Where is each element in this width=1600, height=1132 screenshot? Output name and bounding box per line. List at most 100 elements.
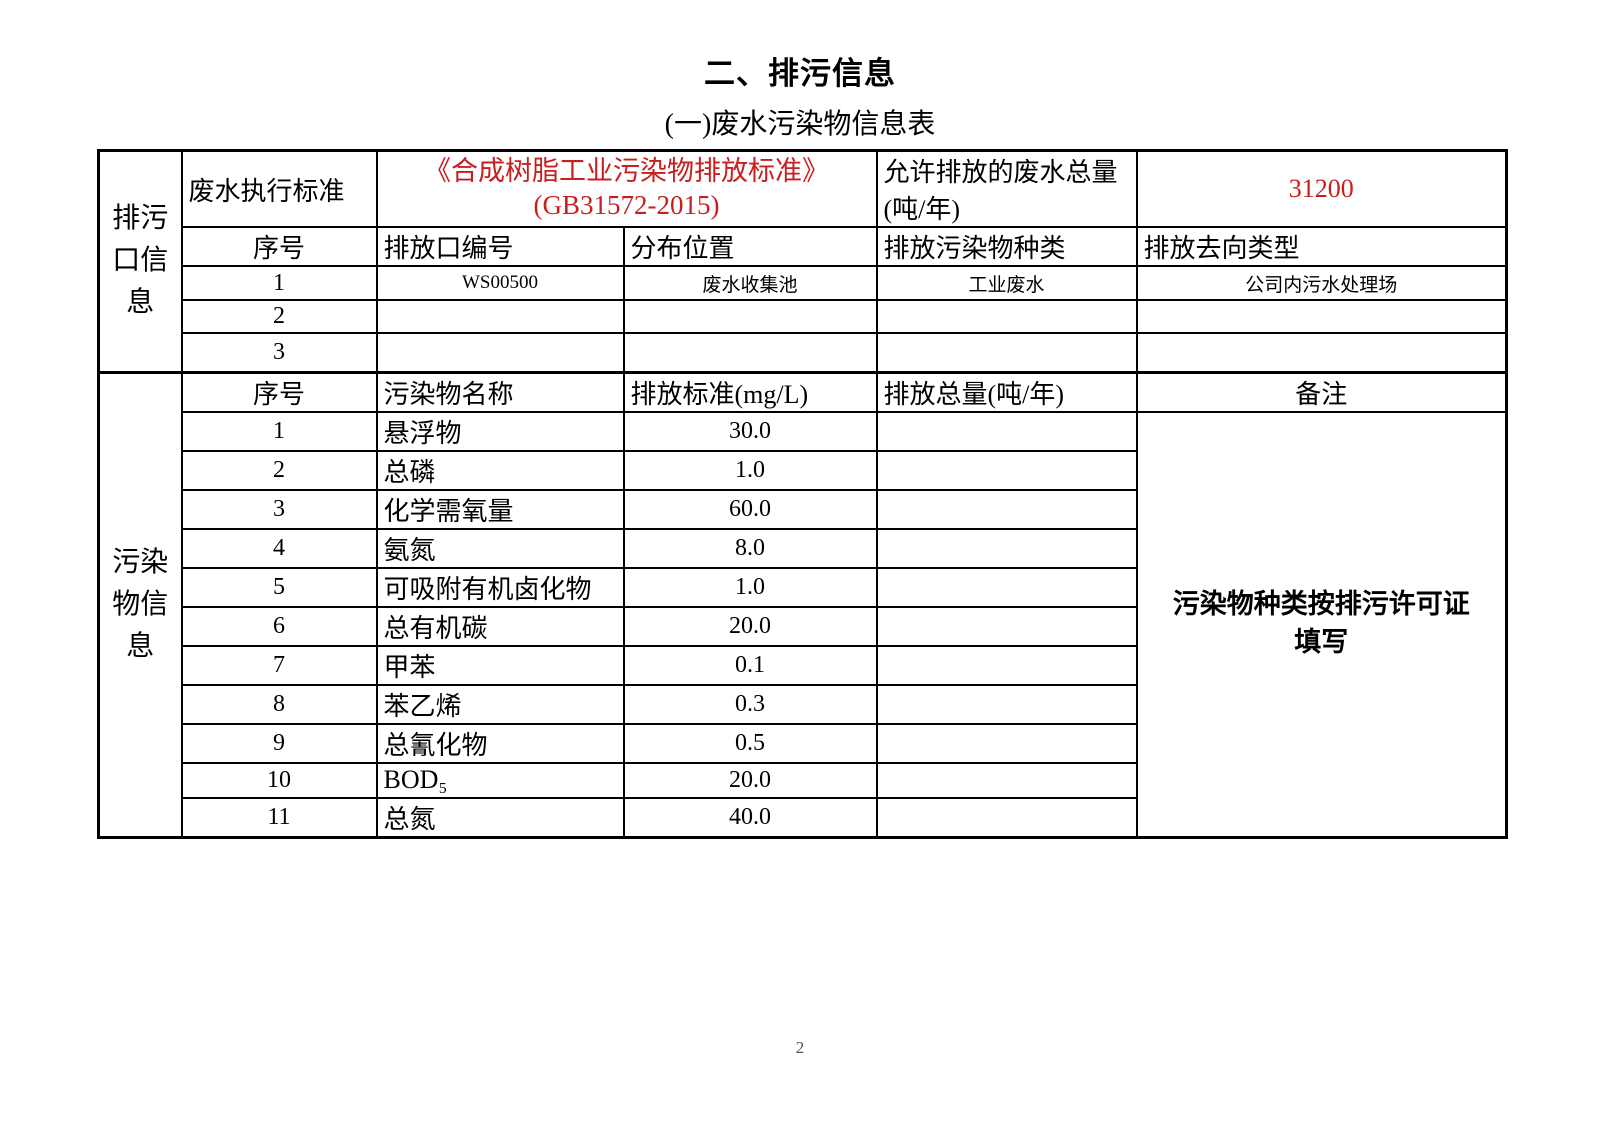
- pollutant-remark-cell: 污染物种类按排污许可证 填写: [1135, 410, 1508, 838]
- outlet-row-2: 2: [99, 299, 1508, 334]
- outlet-destination: [1135, 299, 1508, 334]
- outlet-code: [375, 299, 625, 334]
- pollutant-no: 6: [180, 605, 378, 647]
- pollutant-no: 2: [180, 449, 378, 491]
- pollutant-standard: 0.1: [622, 644, 878, 686]
- pollutant-name: 氨氮: [375, 527, 625, 569]
- pollutant-no: 8: [180, 683, 378, 725]
- pollutant-name: 苯乙烯: [375, 683, 625, 725]
- pollutant-row-4: 4 氨氮 8.0: [99, 527, 1507, 569]
- pollutant-col-header-standard: 排放标准(mg/L): [622, 370, 878, 413]
- allowed-total-label: 允许排放的废水总量 (吨/年): [875, 149, 1138, 228]
- pollutant-standard: 1.0: [622, 449, 878, 491]
- page-number: 2: [795, 1038, 805, 1057]
- wastewater-pollutant-table: 排污口信息 废水执行标准 《合成树脂工业污染物排放标准》 (GB31572-20…: [97, 149, 1508, 839]
- pollutant-name: 总氮: [375, 796, 625, 838]
- pollutant-section-side-cell: 污染物信息: [97, 370, 183, 838]
- pollutant-total: [875, 449, 1138, 491]
- pollutant-total: [875, 410, 1138, 452]
- outlet-col-header-destination: 排放去向类型: [1135, 226, 1508, 267]
- pollutant-name: BOD₅: [375, 761, 625, 799]
- outlet-no: 1: [180, 265, 378, 301]
- outlet-pollutant-type: [875, 332, 1138, 373]
- pollutant-standard: 20.0: [622, 761, 878, 799]
- pollutant-name: 可吸附有机卤化物: [375, 566, 625, 608]
- outlet-destination: [1135, 332, 1508, 373]
- outlet-pollutant-type: [875, 299, 1138, 334]
- outlet-section-side-cell: 排污口信息: [97, 149, 183, 373]
- outlet-code: WS00500: [375, 265, 625, 301]
- pollutant-row-11: 11 总氮 40.0: [99, 796, 1507, 838]
- pollutant-total: [875, 722, 1138, 764]
- pollutant-name: 悬浮物: [375, 410, 625, 452]
- pollutant-no: 9: [180, 722, 378, 764]
- pollutant-col-header-no: 序号: [180, 370, 378, 413]
- pollutant-row-1: 1 悬浮物 30.0 污染物种类按排污许可证 填写: [99, 410, 1508, 838]
- pollutant-row-9: 9 总氰化物 0.5: [99, 722, 1507, 764]
- outlet-code: [375, 332, 625, 373]
- pollutant-no: 4: [180, 527, 378, 569]
- pollutant-total: [875, 796, 1138, 838]
- outlet-header-row: 序号 排放口编号 分布位置 排放污染物种类 排放去向类型: [99, 226, 1508, 267]
- pollutant-total: [875, 761, 1138, 799]
- outlet-section-side-label: 排污口信息: [112, 203, 169, 319]
- pollutant-total: [875, 644, 1138, 686]
- pollutant-col-header-name: 污染物名称: [375, 370, 625, 413]
- pollutant-total: [875, 605, 1138, 647]
- outlet-location: 废水收集池: [622, 265, 878, 301]
- outlet-location: [622, 299, 878, 334]
- outlet-col-header-pollutant-type: 排放污染物种类: [875, 226, 1138, 267]
- outlet-row-3: 3: [99, 332, 1508, 373]
- outlet-standard-row: 排污口信息 废水执行标准 《合成树脂工业污染物排放标准》 (GB31572-20…: [97, 149, 1508, 373]
- pollutant-no: 1: [180, 410, 378, 452]
- pollutant-no: 10: [180, 761, 378, 799]
- pollutant-row-2: 2 总磷 1.0: [99, 449, 1507, 491]
- outlet-no: 2: [180, 299, 378, 334]
- outlet-location: [622, 332, 878, 373]
- outlet-destination: 公司内污水处理场: [1135, 265, 1508, 301]
- allowed-total-value: 31200: [1135, 149, 1508, 228]
- pollutant-row-3: 3 化学需氧量 60.0: [99, 488, 1507, 530]
- pollutant-name: 化学需氧量: [375, 488, 625, 530]
- pollutant-no: 7: [180, 644, 378, 686]
- outlet-col-header-no: 序号: [180, 226, 378, 267]
- pollutant-standard: 8.0: [622, 527, 878, 569]
- pollutant-name: 总有机碳: [375, 605, 625, 647]
- pollutant-standard: 0.3: [622, 683, 878, 725]
- pollutant-total: [875, 683, 1138, 725]
- pollutant-name: 总磷: [375, 449, 625, 491]
- pollutant-row-10: 10 BOD₅ 20.0: [99, 761, 1507, 799]
- pollutant-standard: 1.0: [622, 566, 878, 608]
- wastewater-standard-label: 废水执行标准: [180, 149, 378, 228]
- pollutant-header-row: 污染物信息 序号 污染物名称 排放标准(mg/L) 排放总量(吨/年) 备注: [97, 370, 1508, 838]
- pollutant-total: [875, 566, 1138, 608]
- pollutant-name: 甲苯: [375, 644, 625, 686]
- outlet-pollutant-type: 工业废水: [875, 265, 1138, 301]
- outlet-no: 3: [180, 332, 378, 373]
- pollutant-standard: 0.5: [622, 722, 878, 764]
- outlet-row-1: 1 WS00500 废水收集池 工业废水 公司内污水处理场: [99, 265, 1508, 301]
- pollutant-section-side-label: 污染物信息: [112, 546, 169, 662]
- outlet-col-header-location: 分布位置: [622, 226, 878, 267]
- pollutant-total: [875, 527, 1138, 569]
- pollutant-standard: 40.0: [622, 796, 878, 838]
- pollutant-standard: 30.0: [622, 410, 878, 452]
- pollutant-total: [875, 488, 1138, 530]
- pollutant-no: 3: [180, 488, 378, 530]
- pollutant-name: 总氰化物: [375, 722, 625, 764]
- pollutant-standard: 60.0: [622, 488, 878, 530]
- pollutant-row-6: 6 总有机碳 20.0: [99, 605, 1507, 647]
- pollutant-col-header-total: 排放总量(吨/年): [875, 370, 1138, 413]
- pollutant-row-8: 8 苯乙烯 0.3: [99, 683, 1507, 725]
- section-title: 二、排污信息: [704, 56, 896, 91]
- table-caption: (一)废水污染物信息表: [664, 109, 936, 140]
- outlet-col-header-code: 排放口编号: [375, 226, 625, 267]
- pollutant-row-7: 7 甲苯 0.1: [99, 644, 1507, 686]
- pollutant-no: 5: [180, 566, 378, 608]
- pollutant-no: 11: [180, 796, 378, 838]
- pollutant-col-header-remark: 备注: [1135, 370, 1508, 413]
- pollutant-standard: 20.0: [622, 605, 878, 647]
- wastewater-standard-value: 《合成树脂工业污染物排放标准》 (GB31572-2015): [375, 149, 878, 228]
- pollutant-row-5: 5 可吸附有机卤化物 1.0: [99, 566, 1507, 608]
